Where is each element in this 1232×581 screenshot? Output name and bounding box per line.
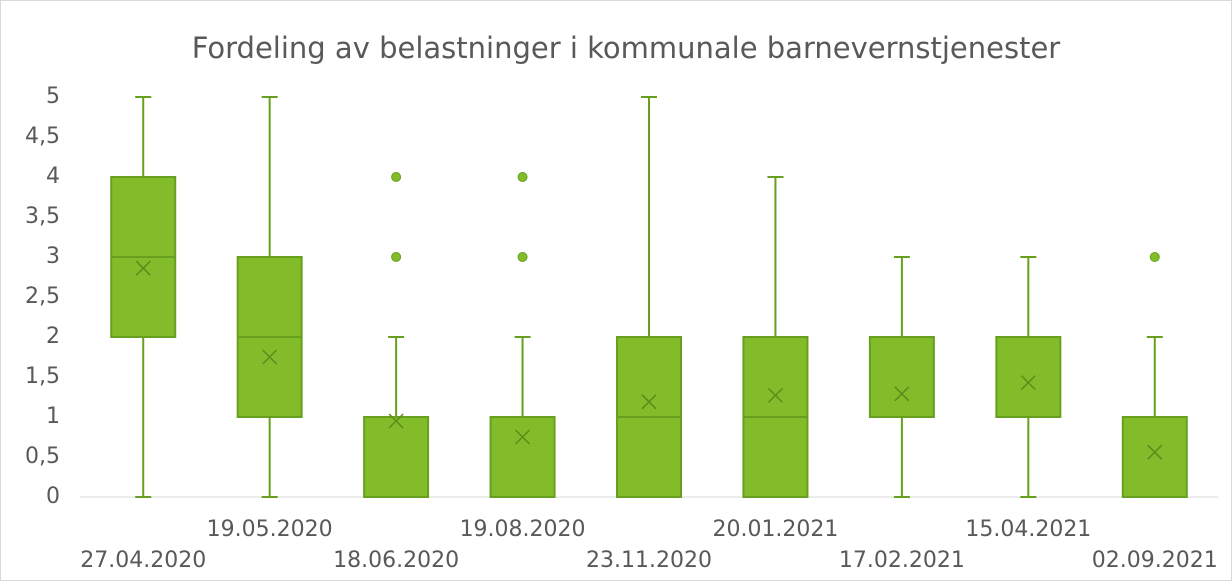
mean-marker xyxy=(388,413,404,429)
x-tick-label: 18.06.2020 xyxy=(333,548,459,573)
outlier xyxy=(517,252,528,262)
y-tick-label: 1 xyxy=(46,404,60,429)
x-tick-label: 15.04.2021 xyxy=(965,517,1091,542)
x-tick-label: 19.05.2020 xyxy=(207,517,333,542)
mean-marker xyxy=(1020,375,1036,391)
y-tick-label: 5 xyxy=(46,84,60,109)
mean-marker xyxy=(262,349,278,365)
mean-marker xyxy=(767,387,783,403)
x-tick-label: 19.08.2020 xyxy=(460,517,586,542)
outlier xyxy=(391,172,402,182)
chart-title: Fordeling av belastninger i kommunale ba… xyxy=(192,31,1061,65)
box xyxy=(995,336,1062,418)
outlier xyxy=(391,252,402,262)
y-tick-label: 0 xyxy=(46,484,60,509)
mean-marker xyxy=(641,394,657,410)
y-tick-label: 3 xyxy=(46,244,60,269)
y-tick-label: 0,5 xyxy=(25,444,60,469)
mean-marker xyxy=(894,386,910,402)
box xyxy=(1121,416,1188,498)
y-tick-label: 2 xyxy=(46,324,60,349)
x-tick-label: 17.02.2021 xyxy=(839,548,965,573)
x-tick-label: 02.09.2021 xyxy=(1092,548,1218,573)
y-tick-label: 2,5 xyxy=(25,284,60,309)
y-tick-label: 1,5 xyxy=(25,364,60,389)
box xyxy=(489,416,556,498)
mean-marker xyxy=(135,260,151,276)
y-tick-label: 3,5 xyxy=(25,204,60,229)
mean-marker xyxy=(1147,444,1163,460)
outlier xyxy=(517,172,528,182)
x-tick-label: 27.04.2020 xyxy=(80,548,206,573)
box xyxy=(363,416,430,498)
y-tick-label: 4,5 xyxy=(25,124,60,149)
x-tick-label: 20.01.2021 xyxy=(712,517,838,542)
y-tick-label: 4 xyxy=(46,164,60,189)
box xyxy=(868,336,935,418)
outlier xyxy=(1149,252,1160,262)
x-tick-label: 23.11.2020 xyxy=(586,548,712,573)
mean-marker xyxy=(515,429,531,445)
